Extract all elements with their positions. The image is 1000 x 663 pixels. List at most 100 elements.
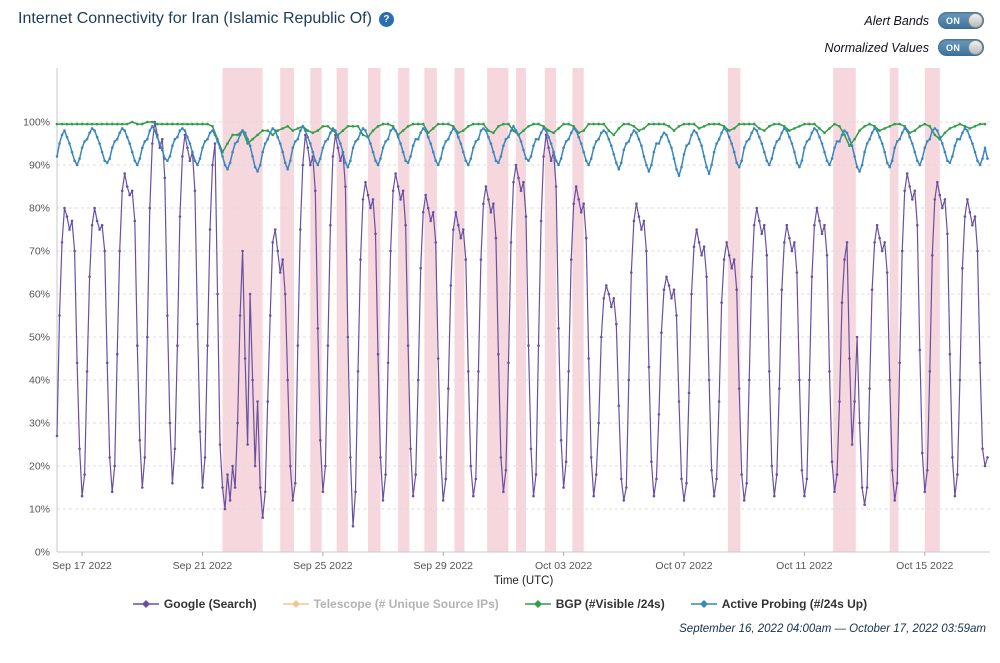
connectivity-chart[interactable]: 0% 10% 20% 30% 40% 50% 60% 70% 80% 90% 100% Sep 17 … [0,60,1000,595]
series-point-bgp [843,133,846,137]
series-point-probing [268,131,272,135]
series-point-google [452,228,455,231]
series-point-google [421,211,425,214]
series-point-bgp [562,122,565,126]
series-point-probing [911,142,914,145]
legend-item-probing[interactable]: Active Probing (#/24s Up) [690,597,867,611]
series-point-google [472,494,475,498]
series-point-google [146,335,149,339]
series-point-probing [193,159,197,162]
series-point-google [133,219,137,223]
series-point-google [108,456,111,459]
normalized-values-toggle[interactable]: ON [938,39,984,56]
series-point-probing [228,161,232,165]
series-point-bgp [803,122,806,126]
series-point-probing [213,133,217,137]
series-point-google [800,469,804,472]
series-point-probing [682,153,686,156]
series-point-probing [251,155,254,158]
series-point-probing [218,146,222,150]
series-point-bgp [913,129,917,132]
series-point-google [542,155,545,158]
alert-bands-toggle-state: ON [946,15,961,26]
series-point-probing [266,137,270,141]
series-point-google [216,292,219,296]
series-point-probing [986,157,989,160]
series-point-probing [958,137,962,141]
y-axis-tick-label: 100% [23,117,50,129]
series-point-bgp [868,122,871,126]
series-point-bgp [306,129,310,132]
series-point-google [763,223,766,227]
series-point-google [226,473,229,476]
series-point-bgp [632,125,636,128]
series-point-google [100,223,104,227]
series-point-google [361,198,365,201]
series-point-google [813,223,816,227]
series-point-google [336,146,340,150]
series-point-probing [830,157,834,160]
series-point-google [820,232,824,236]
series-point-probing [625,142,628,145]
series-point-bgp [441,122,445,126]
series-point-bgp [462,129,465,132]
series-point-bgp [381,122,385,126]
series-point-probing [670,146,673,150]
legend-item-bgp[interactable]: BGP (#Visible /24s) [524,597,665,611]
series-point-probing [487,135,490,139]
series-point-bgp [853,137,856,141]
series-point-probing [715,142,718,145]
legend-item-google[interactable]: Google (Search) [132,597,257,611]
series-point-probing [778,137,781,141]
series-point-google [431,211,435,214]
series-point-probing [564,140,568,143]
series-point-probing [100,150,104,154]
series-point-probing [319,157,322,160]
y-axis-tick-label: 50% [29,332,50,344]
series-point-google [868,387,871,390]
series-point-probing [662,131,666,135]
alert-bands-toggle[interactable]: ON [938,12,984,29]
legend-item-telescope[interactable]: Telescope (# Unique Source IPs) [282,597,499,611]
series-point-probing [592,146,595,150]
series-point-bgp [231,133,234,137]
series-point-probing [309,142,312,145]
series-point-bgp [55,122,59,126]
series-point-google [321,490,325,494]
series-point-google [933,198,937,201]
series-point-probing [873,127,876,130]
series-point-bgp [667,125,671,128]
normalized-values-toggle-row: Normalized Values ON [825,39,984,56]
series-point-probing [467,163,470,167]
series-point-probing [928,137,932,141]
series-point-probing [622,148,626,152]
series-point-google [680,477,683,481]
series-point-google [454,211,458,214]
series-point-probing [316,163,320,167]
series-point-bgp [677,125,681,128]
series-point-probing [176,135,179,139]
series-point-probing [226,168,229,171]
series-point-google [502,490,505,494]
series-point-probing [747,137,751,141]
series-point-google [128,193,131,197]
series-point-probing [291,146,295,150]
chart-container: 0% 10% 20% 30% 40% 50% 60% 70% 80% 90% 100% Sep 17 … [0,60,1000,595]
series-point-google [314,189,317,193]
series-point-google [712,494,716,498]
series-point-probing [539,131,543,135]
alert-band [889,68,899,552]
series-point-probing [768,163,771,167]
series-point-probing [557,163,560,167]
series-point-google [946,232,949,236]
help-icon[interactable]: ? [378,11,394,27]
series-point-probing [893,146,896,150]
series-point-probing [941,142,944,145]
series-point-probing [371,150,375,154]
series-point-google [281,258,285,261]
series-point-probing [921,157,924,160]
series-point-bgp [652,122,656,126]
series-point-bgp [436,122,440,126]
series-point-probing [374,159,377,162]
